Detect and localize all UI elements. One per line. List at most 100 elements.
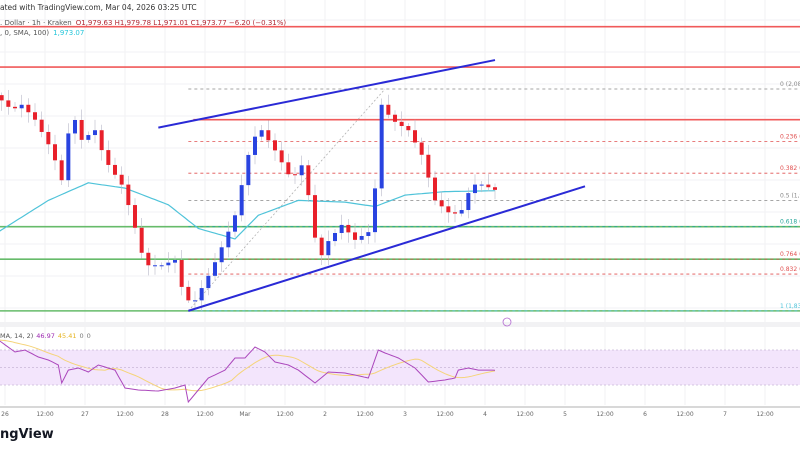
candle — [39, 111, 44, 138]
candle — [466, 187, 471, 219]
candle-body — [226, 231, 231, 248]
candle — [486, 174, 491, 192]
candle — [239, 174, 244, 222]
alert-icon — [502, 317, 512, 327]
x-tick-label: 6 — [643, 411, 647, 418]
candle — [279, 141, 284, 171]
rsi-extra-1: 0 — [79, 332, 84, 340]
candle-body — [319, 237, 324, 256]
candle-body — [53, 144, 57, 161]
candle-body — [159, 265, 164, 267]
candle — [106, 140, 111, 173]
candle-body — [13, 106, 17, 109]
candle-body — [373, 188, 377, 233]
candle-body — [279, 150, 284, 163]
candle — [99, 124, 104, 161]
candle-body — [173, 260, 177, 263]
candle — [233, 211, 237, 238]
candle — [326, 230, 331, 266]
candle — [153, 254, 157, 275]
candle — [373, 179, 377, 243]
candle-body — [459, 210, 464, 214]
candle — [46, 124, 51, 155]
candle — [186, 280, 191, 304]
fib-trend-line — [188, 88, 386, 312]
x-tick-label: 12:00 — [276, 411, 293, 418]
candle — [493, 183, 497, 200]
candle-body — [166, 262, 171, 266]
candle-body — [146, 252, 151, 266]
candle — [213, 252, 217, 281]
x-tick-label: 7 — [723, 411, 727, 418]
candle — [206, 268, 211, 296]
candle — [133, 198, 137, 234]
candle-body — [346, 224, 351, 233]
candle — [259, 125, 264, 141]
x-tick-label: 5 — [563, 411, 567, 418]
candle — [179, 249, 184, 296]
rsi-line — [0, 340, 496, 404]
x-tick-label: 26 — [1, 411, 9, 418]
candle-body — [199, 288, 204, 301]
candle-body — [399, 121, 404, 127]
fib-level-label: 1 (1,836 — [780, 303, 800, 310]
candle — [146, 247, 151, 276]
fib-level-label: 0.764 (1,895 — [780, 251, 800, 258]
sma-label: , 0, SMA, 100) — [0, 29, 50, 37]
rsi-ma-line — [0, 339, 496, 392]
candle-body — [233, 215, 237, 232]
candle-body — [393, 114, 397, 122]
candle-body — [113, 164, 117, 175]
candle — [393, 110, 397, 131]
candle — [86, 131, 91, 143]
candle-body — [39, 119, 44, 132]
candle — [413, 119, 417, 148]
candle — [26, 98, 31, 123]
x-tick-label: 12:00 — [196, 411, 213, 418]
sma-value: 1,973.07 — [53, 29, 85, 37]
candle-body — [59, 160, 64, 181]
candle-body — [299, 165, 304, 176]
fib-level-label: 0.236 (2,029 — [780, 134, 800, 141]
candle-body — [446, 206, 451, 213]
x-tick-label: 12:00 — [436, 411, 453, 418]
candle-body — [333, 233, 337, 242]
candle-body — [486, 184, 491, 188]
candle-body — [306, 165, 311, 196]
x-tick-label: 2 — [323, 411, 327, 418]
candle — [379, 98, 384, 197]
candle-body — [99, 130, 104, 151]
candle-body — [473, 184, 477, 194]
candle-body — [433, 177, 437, 201]
candle-body — [353, 232, 357, 240]
candle-body — [366, 232, 371, 236]
candle-body — [479, 184, 484, 186]
candle — [79, 109, 84, 149]
candle-body — [213, 262, 217, 276]
rsi-extra-2: 0 — [86, 332, 91, 340]
candle-body — [133, 205, 137, 228]
candle — [193, 291, 197, 309]
candle — [453, 204, 457, 223]
candle-body — [106, 150, 111, 165]
candle-body — [206, 275, 211, 289]
candle — [139, 217, 144, 259]
candle — [333, 228, 337, 247]
candle-body — [286, 162, 291, 175]
candle — [293, 167, 297, 185]
published-caption: ated with TradingView.com, Mar 04, 2026 … — [0, 3, 197, 12]
candle — [286, 153, 291, 178]
candle-body — [326, 241, 331, 256]
candle — [346, 218, 351, 243]
candle — [13, 102, 17, 112]
candle — [406, 123, 411, 137]
candle-body — [379, 104, 384, 189]
candle — [6, 89, 11, 115]
rsi-value: 46.97 — [36, 332, 55, 340]
x-tick-label: Mar — [239, 411, 251, 418]
x-tick-label: 12:00 — [516, 411, 533, 418]
candle — [0, 92, 4, 111]
candle — [299, 155, 304, 186]
candle-body — [46, 131, 51, 145]
